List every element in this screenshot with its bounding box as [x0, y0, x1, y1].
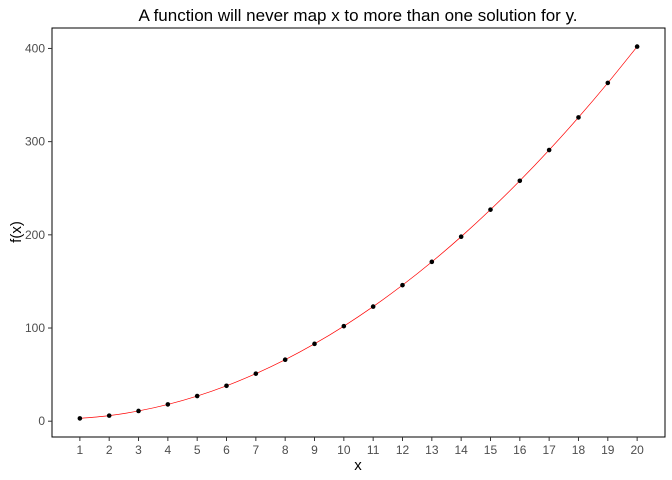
fit-line-group	[79, 46, 638, 419]
x-tick-label: 11	[367, 443, 380, 457]
data-point	[634, 44, 640, 49]
data-point	[429, 259, 435, 265]
x-tick-label: 10	[337, 443, 351, 457]
data-point	[488, 207, 493, 212]
y-axis: 0 100 200 300 400	[25, 41, 52, 428]
x-tick-label: 3	[135, 443, 142, 457]
x-tick-label: 19	[601, 443, 615, 457]
x-tick-label: 16	[513, 443, 527, 457]
data-point	[370, 304, 376, 309]
data-point	[576, 115, 581, 120]
x-tick-label: 4	[165, 443, 172, 457]
data-point	[546, 147, 552, 153]
x-axis-title: x	[354, 457, 362, 474]
data-point	[400, 282, 405, 288]
plot-panel-border	[51, 27, 666, 438]
fit-line	[79, 46, 638, 419]
x-tick-label: 17	[542, 443, 556, 457]
x-tick-label: 18	[572, 443, 586, 457]
data-point	[253, 371, 259, 376]
data-point	[106, 413, 112, 418]
x-tick-label: 13	[425, 443, 439, 457]
data-point	[77, 416, 83, 421]
x-tick-label: 12	[396, 443, 410, 457]
x-tick-label: 9	[311, 443, 318, 457]
x-tick-label: 2	[106, 443, 113, 457]
y-tick-label: 400	[25, 41, 45, 55]
data-point	[224, 383, 229, 389]
x-tick-label: 6	[223, 443, 230, 457]
data-point	[165, 402, 171, 407]
chart-title: A function will never map x to more than…	[138, 6, 577, 25]
data-point	[194, 393, 200, 399]
data-points	[77, 44, 640, 421]
y-axis-title: f(x)	[8, 221, 25, 243]
data-point	[341, 323, 347, 329]
x-tick-label: 5	[194, 443, 201, 457]
data-point	[458, 234, 464, 239]
data-point	[605, 80, 611, 86]
x-tick-label: 20	[630, 443, 644, 457]
data-point	[282, 357, 288, 363]
x-tick-label: 1	[77, 443, 84, 457]
y-tick-label: 100	[25, 321, 45, 335]
y-tick-label: 200	[25, 228, 45, 242]
x-tick-label: 8	[282, 443, 289, 457]
data-point	[312, 341, 317, 347]
data-point	[136, 408, 141, 414]
data-point	[517, 178, 523, 184]
x-tick-label: 15	[484, 443, 498, 457]
y-tick-label: 0	[38, 414, 45, 428]
x-tick-label: 7	[253, 443, 260, 457]
x-axis: 1 2 3 4 5 6 7 8 9 10 11 12 13 14 15 16 17 18 19 20	[77, 437, 644, 457]
x-tick-label: 14	[454, 443, 468, 457]
y-tick-label: 300	[25, 135, 45, 149]
